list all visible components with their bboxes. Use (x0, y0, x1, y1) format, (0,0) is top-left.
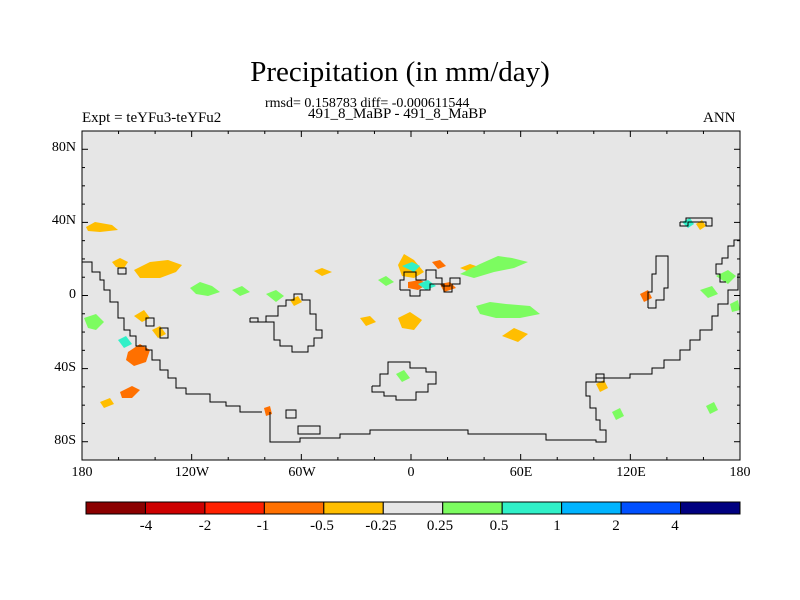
colorbar-swatch (144, 501, 206, 515)
anomaly-patch (706, 402, 718, 414)
colorbar (85, 501, 741, 515)
season-label: ANN (703, 110, 736, 126)
anomaly-patch (432, 260, 446, 269)
coastline (715, 239, 740, 283)
lat-tick-label: 80S (54, 433, 76, 448)
colorbar-label: -2 (198, 518, 212, 534)
anomaly-patch (700, 286, 718, 298)
colorbar-label: 0.5 (489, 518, 509, 534)
anomaly-patch (190, 282, 220, 296)
anomaly-patch (502, 328, 528, 342)
coastline (647, 255, 669, 309)
coastline (249, 293, 323, 353)
colorbar-swatch (204, 501, 265, 515)
anomaly-patch (476, 302, 540, 318)
anomaly-patch (118, 336, 132, 348)
coastline (297, 425, 321, 435)
experiment-label: Expt = teYFu3-teYFu2 (82, 110, 222, 126)
axis-ticks (82, 131, 740, 460)
colorbar-swatch (263, 501, 325, 515)
coastline (595, 373, 605, 383)
coastline (679, 217, 713, 227)
stats-line: rmsd= 0.158783 diff= -0.000611544 (265, 96, 470, 111)
anomaly-patches (84, 218, 740, 420)
lat-tick-label: 80N (51, 140, 76, 155)
lon-tick-label: 180 (71, 465, 93, 480)
lon-tick-label: 120E (616, 465, 646, 480)
colorbar-label: 2 (612, 518, 620, 534)
colorbar-label: -1 (256, 518, 270, 534)
anomaly-patch (232, 286, 250, 296)
anomaly-patch (378, 276, 394, 286)
coastline (269, 273, 740, 443)
anomaly-patch (100, 398, 114, 408)
anomaly-patch (716, 270, 736, 284)
plot-title: Precipitation (in mm/day) (250, 56, 550, 88)
colorbar-swatch (501, 501, 563, 515)
lon-tick-label: 60W (288, 465, 316, 480)
anomaly-patch (120, 386, 140, 398)
lat-tick-label: 40S (54, 360, 76, 375)
anomaly-patch (86, 222, 118, 232)
anomaly-patch (730, 300, 740, 312)
colorbar-label: -0.5 (310, 518, 334, 534)
subtitle: 491_8_MaBP - 491_8_MaBP (308, 106, 487, 122)
coastline (371, 361, 437, 401)
anomaly-patch (112, 258, 128, 268)
coastlines (82, 217, 740, 443)
colorbar-swatch (442, 501, 503, 515)
colorbar-swatch (680, 501, 741, 515)
coastline (82, 261, 262, 413)
colorbar-label: 4 (671, 518, 679, 534)
anomaly-patch (314, 268, 332, 276)
anomaly-patch (126, 344, 150, 366)
coastline (117, 267, 127, 275)
colorbar-swatch (85, 501, 146, 515)
anomaly-patch (266, 290, 284, 302)
colorbar-label: 0.25 (426, 518, 454, 534)
anomaly-patch (398, 312, 422, 330)
anomaly-patch (396, 370, 410, 382)
anomaly-patch (596, 380, 608, 392)
coastline (399, 269, 461, 297)
anomaly-patch (402, 262, 420, 272)
anomaly-patch (640, 290, 652, 302)
lat-tick-label: 0 (69, 287, 76, 302)
colorbar-label: -0.25 (365, 518, 397, 534)
lat-tick-label: 40N (51, 213, 76, 228)
lon-tick-label: 120W (174, 465, 210, 480)
anomaly-patch (84, 314, 104, 330)
anomaly-patch (360, 316, 376, 326)
lon-tick-label: 0 (407, 465, 415, 480)
colorbar-swatch (561, 501, 622, 515)
colorbar-swatch (382, 501, 444, 515)
coastline (159, 327, 169, 339)
colorbar-swatch (323, 501, 384, 515)
lon-tick-label: 60E (509, 465, 533, 480)
coastline (285, 409, 297, 419)
colorbar-label: -4 (139, 518, 153, 534)
anomaly-patch (460, 256, 528, 278)
anomaly-patch (134, 260, 182, 278)
coastline (145, 317, 155, 327)
anomaly-patch (290, 296, 302, 306)
anomaly-patch (612, 408, 624, 420)
colorbar-swatch (620, 501, 682, 515)
anomaly-patch (152, 326, 166, 338)
anomaly-patch (418, 280, 436, 290)
colorbar-label: 1 (553, 518, 561, 534)
lon-tick-label: 180 (729, 465, 751, 480)
